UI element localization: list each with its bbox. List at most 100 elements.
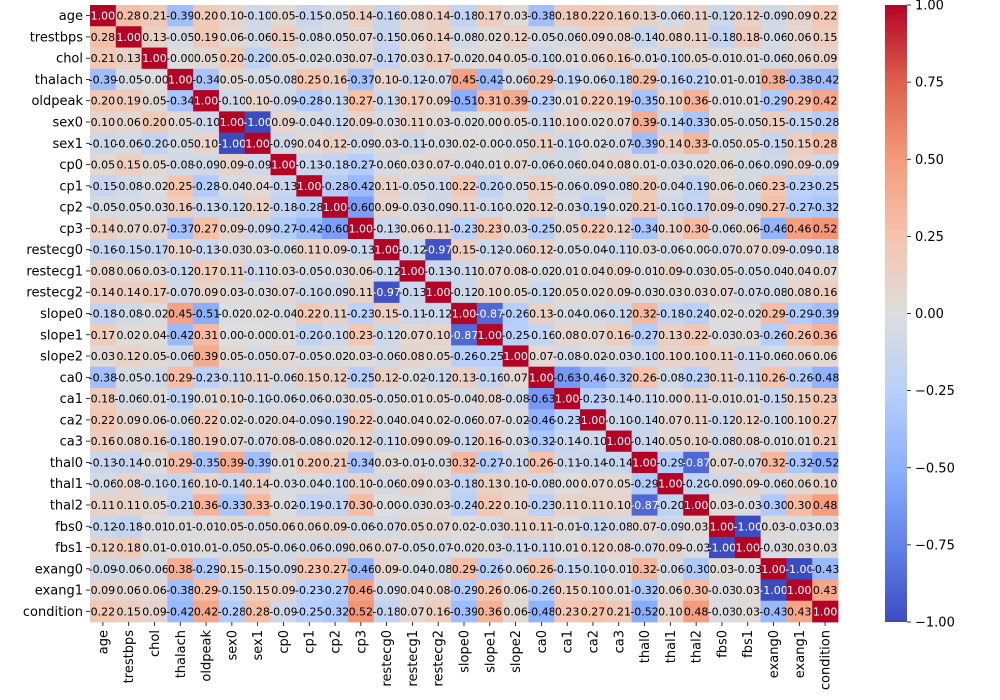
cell-value-label: 0.19 — [194, 31, 219, 44]
cell-value-label: -0.02 — [501, 201, 529, 214]
cell-value-label: 0.29 — [529, 73, 554, 86]
heatmap-cell — [786, 281, 813, 304]
heatmap-cell — [554, 345, 581, 368]
heatmap-cell — [631, 324, 658, 346]
cell-value-label: 0.10 — [658, 350, 683, 363]
heatmap-cell — [580, 239, 607, 261]
cell-value-label: 0.09 — [813, 52, 838, 65]
heatmap-cell — [115, 473, 142, 495]
cell-value-label: -0.29 — [785, 308, 813, 321]
heatmap-cell — [115, 451, 142, 474]
heatmap-cell — [502, 90, 529, 112]
cell-value-label: -0.03 — [398, 201, 426, 214]
heatmap-cell — [244, 260, 271, 282]
heatmap-cell — [193, 132, 220, 155]
heatmap-cell — [631, 494, 658, 517]
cell-value-label: -0.15 — [759, 393, 787, 406]
cell-value-label: -0.15 — [218, 584, 246, 597]
cell-value-label: -0.03 — [630, 286, 658, 299]
cell-value-label: -0.06 — [759, 350, 787, 363]
cell-value-label: -0.06 — [372, 350, 400, 363]
cell-value-label: 0.06 — [116, 584, 141, 597]
cell-value-label: 0.16 — [323, 73, 348, 86]
cell-value-label: 0.05 — [271, 10, 296, 23]
heatmap-cell — [451, 451, 478, 474]
heatmap-cell — [554, 239, 581, 261]
heatmap-cell — [786, 175, 813, 197]
heatmap-cell — [631, 239, 658, 261]
cell-value-label: -0.29 — [656, 456, 684, 469]
heatmap-cell — [451, 345, 478, 368]
y-tick-label: restecg0 — [26, 243, 83, 258]
cell-value-label: 0.09 — [194, 286, 219, 299]
cell-value-label: 0.07 — [710, 286, 735, 299]
heatmap-cell — [734, 494, 762, 517]
cell-value-label: 0.05 — [503, 52, 528, 65]
cell-value-label: -0.13 — [89, 456, 117, 469]
heatmap-cell — [399, 515, 426, 538]
heatmap-cell — [425, 196, 452, 219]
heatmap-cell — [502, 494, 529, 517]
cell-value-label: 0.05 — [400, 520, 425, 533]
cell-value-label: -0.02 — [218, 308, 246, 321]
cell-value-label: -0.03 — [605, 350, 633, 363]
heatmap-cell — [554, 47, 581, 70]
heatmap-cell — [218, 473, 246, 495]
cell-value-label: -0.11 — [501, 542, 529, 555]
cell-value-label: 0.03 — [735, 605, 760, 618]
heatmap-cell — [554, 26, 581, 48]
cell-value-label: -0.25 — [527, 222, 555, 235]
heatmap-cell — [322, 111, 349, 134]
cell-value-label: -0.07 — [605, 137, 633, 150]
heatmap-cell — [657, 260, 684, 282]
heatmap-cell — [347, 175, 375, 197]
cell-value-label: -0.09 — [243, 222, 271, 235]
heatmap-cell — [476, 217, 504, 240]
heatmap-cell — [709, 153, 736, 176]
cell-value-label: -0.10 — [579, 435, 607, 448]
cell-value-label: 0.11 — [452, 201, 477, 214]
heatmap-cell — [270, 90, 297, 112]
cell-value-label: 0.14 — [426, 31, 451, 44]
cell-value-label: -0.08 — [759, 286, 787, 299]
cell-value-label: 0.27 — [581, 605, 606, 618]
cell-value-label: 0.43 — [813, 584, 838, 597]
cell-value-label: 0.15 — [787, 137, 812, 150]
cell-value-label: -0.15 — [372, 31, 400, 44]
cell-value-label: 0.06 — [220, 31, 245, 44]
heatmap-cell — [580, 217, 607, 240]
heatmap-cell — [502, 153, 529, 176]
heatmap-cell — [193, 451, 220, 474]
heatmap-cell — [322, 5, 349, 27]
heatmap-cell — [657, 175, 684, 197]
cell-value-label: 0.11 — [426, 222, 451, 235]
heatmap-cell — [296, 345, 323, 368]
cell-value-label: 0.08 — [91, 265, 116, 278]
cell-value-label: 0.09 — [607, 265, 632, 278]
heatmap-cell — [786, 26, 813, 48]
heatmap-cell — [631, 90, 658, 112]
heatmap-cell — [812, 239, 839, 261]
cell-value-label: 0.33 — [684, 137, 709, 150]
heatmap-cell — [270, 515, 297, 538]
heatmap-cell — [502, 387, 529, 410]
heatmap-cell — [786, 47, 813, 70]
heatmap-cell — [812, 196, 839, 219]
cell-value-label: 0.21 — [142, 10, 167, 23]
cell-value-label: -0.28 — [295, 95, 323, 108]
cell-value-label: -0.48 — [811, 371, 839, 384]
y-tick-label: thal1 — [50, 477, 83, 492]
heatmap-cell — [709, 217, 736, 240]
cell-value-label: 0.22 — [194, 414, 219, 427]
heatmap-cell — [528, 196, 555, 219]
cell-value-label: 0.20 — [297, 456, 322, 469]
heatmap-cell — [347, 302, 375, 325]
cell-value-label: -0.08 — [450, 31, 478, 44]
heatmap-cell — [399, 47, 426, 70]
heatmap-cell — [399, 5, 426, 27]
heatmap-cell — [296, 26, 323, 48]
heatmap-cell — [683, 494, 710, 517]
cell-value-label: 0.05 — [220, 520, 245, 533]
cell-value-label: -0.12 — [321, 116, 349, 129]
cell-value-label: 0.08 — [116, 435, 141, 448]
